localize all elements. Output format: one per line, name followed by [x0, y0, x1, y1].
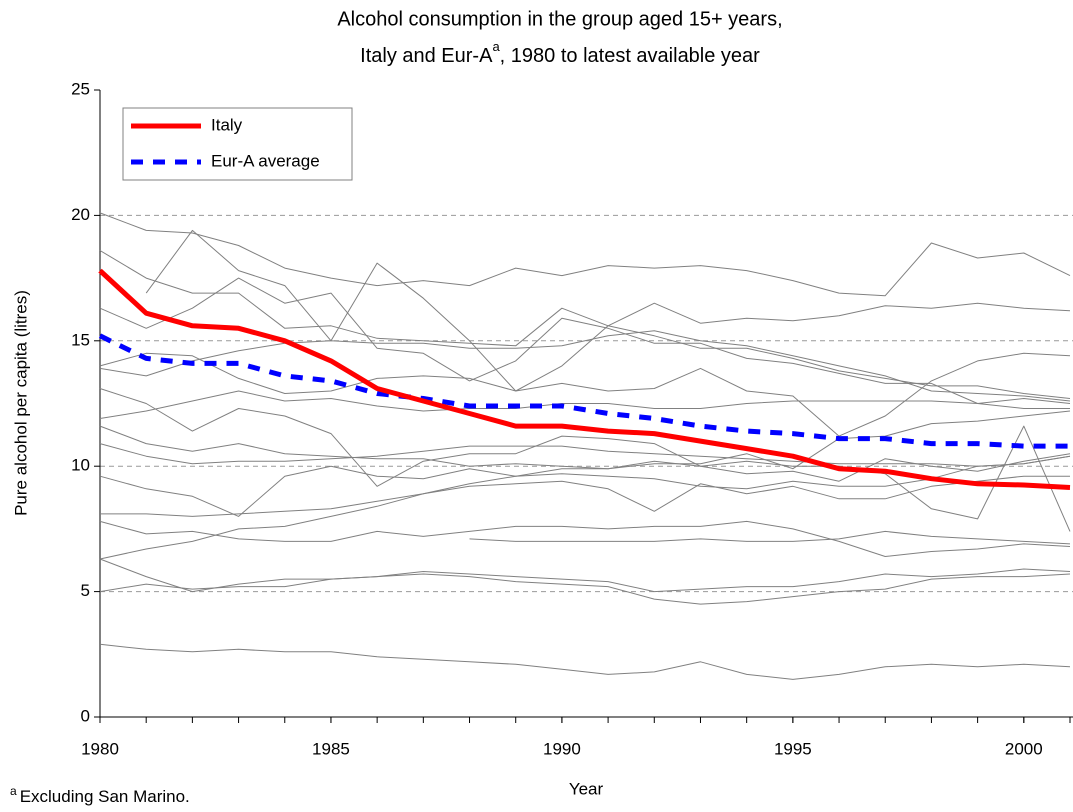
background-line: [145, 229, 1071, 399]
x-tick-label: 1990: [543, 739, 581, 758]
background-line: [99, 212, 1071, 297]
y-tick-label: 15: [71, 330, 90, 349]
chart-title: Italy and Eur-Aa, 1980 to latest availab…: [360, 39, 760, 67]
background-line: [100, 455, 1071, 517]
background-line: [99, 520, 1071, 557]
title-text: Italy and Eur-A: [360, 45, 493, 67]
background-line: [99, 643, 1071, 680]
x-axis-label: Year: [569, 779, 604, 798]
footnote-text: Excluding San Marino.: [20, 787, 190, 806]
y-tick-label: 5: [81, 581, 90, 600]
series-line: [98, 268, 1071, 490]
y-tick-label: 10: [71, 456, 90, 475]
background-line: [99, 330, 1071, 402]
background-line: [99, 453, 1071, 517]
background-line: [99, 390, 1070, 419]
x-tick-label: 1995: [774, 739, 812, 758]
footnote: a Excluding San Marino.: [10, 784, 190, 806]
title-superscript: a: [492, 39, 500, 54]
background-line: [99, 352, 1071, 437]
y-tick-label: 0: [81, 706, 90, 725]
x-tick-label: 2000: [1005, 739, 1043, 758]
background-line: [99, 410, 1071, 470]
legend-label: Eur-A average: [211, 151, 320, 170]
title-text: , 1980 to latest available year: [500, 45, 761, 67]
background-line: [99, 475, 1070, 560]
legend-box: [122, 107, 353, 181]
background-line: [99, 568, 1071, 593]
background-line: [99, 443, 1071, 467]
y-tick-label: 20: [71, 205, 90, 224]
x-tick-label: 1980: [81, 739, 119, 758]
background-line: [99, 388, 1071, 532]
x-tick-label: 1985: [312, 739, 350, 758]
background-line: [469, 530, 1071, 545]
background-line: [99, 558, 1071, 605]
footnote-marker: a: [10, 784, 17, 798]
chart-title: Alcohol consumption in the group aged 15…: [337, 8, 782, 30]
y-axis-label: Pure alcohol per capita (litres): [11, 290, 30, 516]
background-line: [99, 250, 1071, 347]
y-tick-label: 25: [71, 79, 90, 98]
series-line: [98, 333, 1070, 449]
legend-label: Italy: [211, 115, 243, 134]
